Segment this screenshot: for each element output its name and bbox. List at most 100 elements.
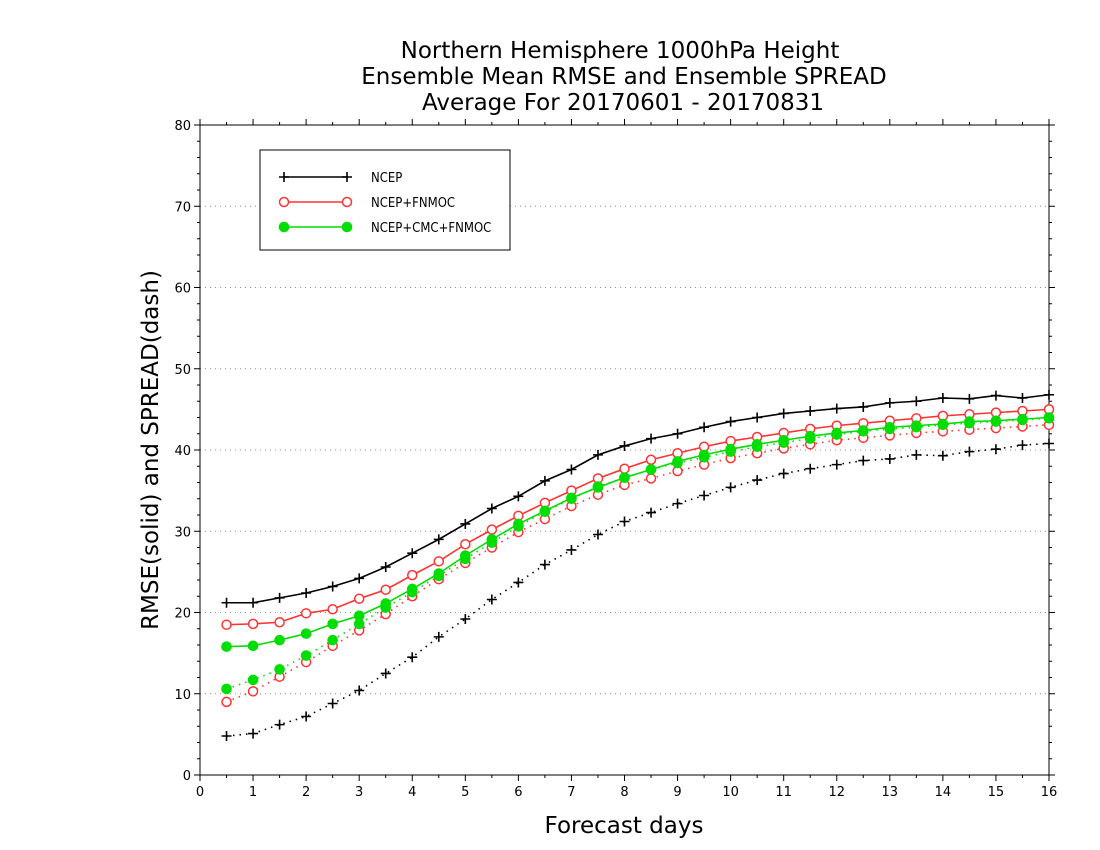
series-ncep-spread-point-13 [566, 544, 577, 555]
y-tick-label-3: 30 [174, 525, 191, 540]
x-tick-label-4: 4 [408, 785, 416, 800]
series-ncep-cmc-fnmoc-rmse-point-5 [353, 610, 365, 622]
x-tick-label-12: 12 [828, 785, 845, 800]
legend-marker-end-ncep [342, 172, 352, 182]
x-tick-label-6: 6 [514, 785, 522, 800]
series-ncep-rmse-point-6 [380, 562, 391, 572]
legend-label-ncep-fnmoc: NCEP+FNMOC [371, 196, 455, 211]
x-tick-label-13: 13 [882, 785, 899, 800]
chart-title-line-1: Northern Hemisphere 1000hPa Height [401, 38, 840, 64]
x-tick-label-11: 11 [775, 785, 792, 800]
series-ncep-spread-point-7 [407, 652, 418, 663]
series-ncep-cmc-fnmoc-spread-point-3 [300, 650, 312, 661]
series-ncep-rmse-point-18 [699, 422, 710, 433]
series-ncep-cmc-fnmoc-spread-point-0 [221, 683, 232, 695]
series-ncep-rmse-point-2 [274, 592, 285, 603]
series-ncep-spread-point-21 [778, 468, 789, 479]
series-ncep-cmc-fnmoc-rmse-point-16 [645, 464, 657, 475]
series-ncep-spread-point-14 [592, 529, 603, 540]
series-ncep-cmc-fnmoc-rmse-point-17 [672, 456, 683, 467]
x-tick-label-8: 8 [620, 785, 628, 800]
legend: NCEP NCEP+FNMOC NCEP+CMC+FNMOC [259, 149, 511, 251]
series-ncep-spread-point-18 [699, 490, 710, 501]
series-ncep-spread-point-3 [301, 711, 312, 722]
series-ncep-rmse-point-13 [566, 464, 577, 475]
series-ncep-spread-point-20 [752, 475, 763, 486]
series-ncep-fnmoc-rmse-point-3 [300, 608, 312, 619]
legend-marker-start-ncep [279, 172, 289, 182]
series-ncep-rmse-point-29 [990, 390, 1001, 401]
series-ncep-cmc-fnmoc-rmse-point-3 [300, 628, 312, 639]
series-ncep-cmc-fnmoc-rmse-point-27 [937, 418, 949, 430]
series-ncep-fnmoc-rmse-point-10 [486, 524, 498, 535]
series-ncep-rmse-point-9 [460, 518, 471, 529]
series-ncep-fnmoc-rmse-point-9 [460, 539, 471, 550]
series-ncep-fnmoc-spread-point-1 [247, 686, 259, 697]
series-ncep-cmc-fnmoc-rmse-point-7 [406, 583, 418, 595]
y-tick-label-6: 60 [174, 282, 191, 297]
series-ncep-cmc-fnmoc-rmse-point-24 [857, 425, 869, 436]
series-ncep-cmc-fnmoc-rmse-point-31 [1043, 412, 1055, 423]
series-ncep-cmc-fnmoc-rmse-point-14 [592, 482, 604, 493]
series-ncep-cmc-fnmoc-rmse-point-15 [619, 472, 630, 483]
series-ncep-rmse-point-11 [513, 491, 524, 502]
series-ncep-cmc-fnmoc-rmse-point-26 [911, 420, 922, 431]
legend-marker-start-ncep-cmc-fnmoc [278, 221, 290, 233]
chart-title-line-3: Average For 20170601 - 20170831 [422, 90, 824, 116]
series-ncep-cmc-fnmoc-spread-line [226, 417, 1050, 690]
series-ncep-spread-point-5 [354, 685, 365, 696]
series-ncep-spread-point-8 [433, 631, 444, 642]
x-tick-label-3: 3 [355, 785, 363, 800]
x-tick-label-14: 14 [935, 785, 952, 800]
series-ncep-rmse-point-31 [1044, 389, 1054, 400]
series-ncep-cmc-fnmoc-rmse-point-11 [513, 518, 524, 530]
series-ncep-cmc-fnmoc-rmse-point-20 [751, 439, 763, 450]
series-ncep-spread-point-12 [539, 559, 550, 570]
series-ncep-cmc-fnmoc-spread-point-4 [327, 634, 338, 646]
series-ncep-cmc-fnmoc-rmse-point-19 [725, 443, 736, 455]
series-ncep-cmc-fnmoc-rmse-point-22 [804, 430, 816, 442]
series-ncep-rmse-point-21 [778, 408, 789, 419]
series-ncep-spread-point-1 [248, 728, 259, 739]
series-ncep-spread-point-26 [911, 449, 922, 460]
y-axis-label: RMSE(solid) and SPREAD(dash) [138, 270, 164, 630]
series-ncep-fnmoc-rmse-point-8 [433, 556, 445, 567]
series-ncep-spread-point-9 [460, 614, 471, 624]
series-ncep-cmc-fnmoc-rmse-point-12 [539, 505, 551, 517]
series-ncep-rmse-point-30 [1017, 393, 1028, 403]
series-ncep-rmse-point-23 [831, 403, 842, 414]
x-tick-label-2: 2 [302, 785, 310, 800]
y-tick-label-0: 0 [183, 769, 191, 784]
legend-marker-start-ncep-fnmoc [278, 196, 290, 208]
series-ncep-cmc-fnmoc-rmse-point-30 [1017, 413, 1028, 425]
series-ncep-spread-point-22 [805, 463, 816, 474]
series-ncep-spread-line [226, 442, 1050, 737]
series-ncep-fnmoc-rmse-point-16 [645, 454, 657, 465]
series-ncep-cmc-fnmoc-rmse-point-21 [778, 434, 789, 446]
series-ncep-rmse-point-28 [964, 393, 975, 404]
x-tick-label-1: 1 [249, 785, 257, 800]
series-ncep-cmc-fnmoc-rmse-point-0 [221, 641, 232, 652]
series-ncep-cmc-fnmoc-rmse-point-1 [247, 640, 259, 652]
series-ncep-spread-point-11 [513, 577, 524, 588]
series-ncep-spread-point-23 [831, 459, 842, 470]
series-ncep-cmc-fnmoc-rmse-point-28 [964, 416, 975, 427]
series-ncep-spread-point-4 [327, 698, 338, 709]
series-ncep-rmse-point-27 [937, 393, 948, 403]
series-ncep-cmc-fnmoc-spread-point-2 [274, 664, 285, 675]
y-tick-label-5: 50 [174, 363, 191, 378]
series-ncep-spread-point-2 [274, 719, 285, 730]
series-ncep-rmse-point-14 [592, 449, 603, 460]
series-ncep-rmse-point-12 [539, 475, 550, 486]
series-ncep-cmc-fnmoc-rmse-point-2 [274, 634, 285, 646]
series-ncep-spread-point-31 [1044, 438, 1054, 449]
series-ncep-fnmoc-rmse-point-0 [221, 619, 232, 630]
series-ncep-cmc-fnmoc-rmse-point-10 [486, 534, 498, 545]
series-ncep-cmc-fnmoc-rmse-point-29 [990, 415, 1002, 427]
series-ncep-cmc-fnmoc-rmse-point-25 [884, 421, 896, 433]
series-ncep-spread-point-29 [990, 444, 1001, 455]
series-ncep-rmse-point-4 [327, 581, 338, 592]
